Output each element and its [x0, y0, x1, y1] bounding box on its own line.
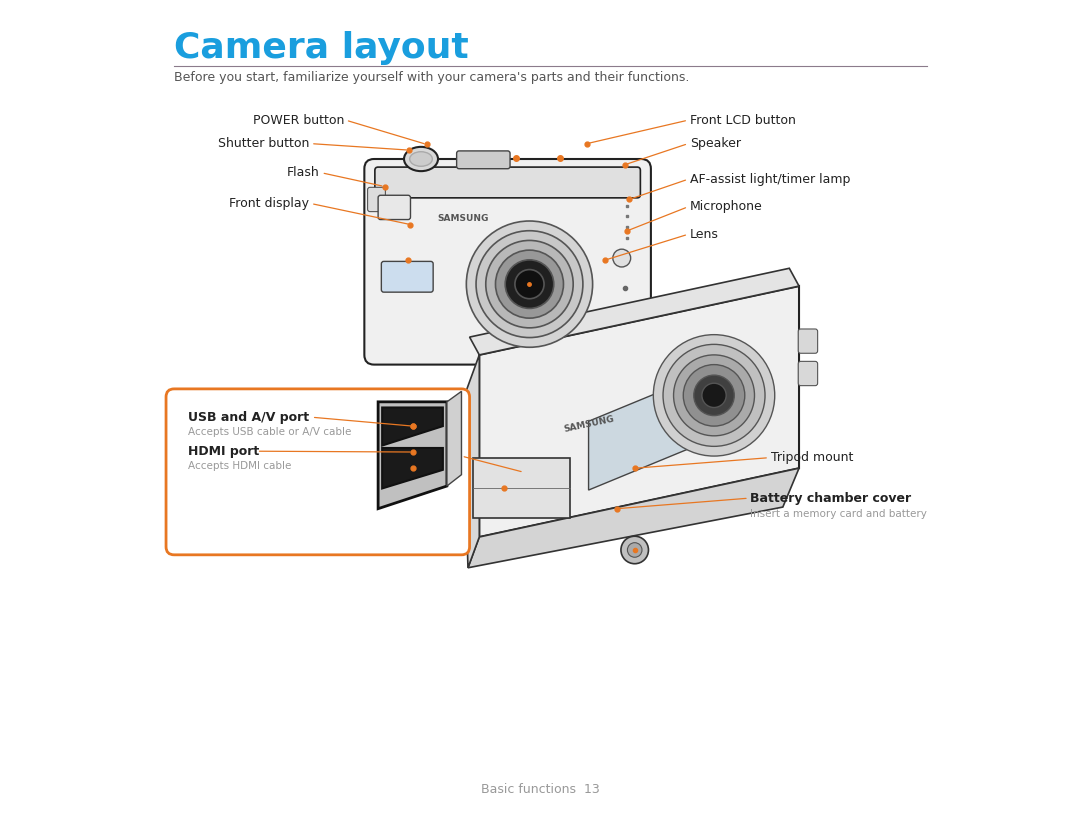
Circle shape	[505, 260, 554, 308]
Polygon shape	[463, 355, 480, 568]
Text: USB and A/V port: USB and A/V port	[188, 411, 309, 424]
Polygon shape	[447, 391, 461, 486]
Circle shape	[621, 536, 648, 564]
FancyBboxPatch shape	[798, 329, 818, 353]
Polygon shape	[378, 402, 447, 509]
Circle shape	[476, 231, 583, 337]
Text: Front LCD button: Front LCD button	[690, 113, 796, 126]
Text: Tripod mount: Tripod mount	[771, 452, 853, 465]
Polygon shape	[382, 448, 443, 488]
Polygon shape	[382, 408, 443, 446]
Circle shape	[496, 250, 564, 318]
Polygon shape	[480, 286, 799, 537]
Circle shape	[627, 543, 642, 557]
Circle shape	[693, 375, 734, 416]
Text: Shutter button: Shutter button	[218, 137, 309, 150]
Polygon shape	[473, 458, 570, 518]
Text: Battery chamber cover: Battery chamber cover	[751, 491, 912, 504]
Text: Speaker: Speaker	[690, 137, 741, 150]
Text: AF-assist light/timer lamp: AF-assist light/timer lamp	[690, 173, 850, 186]
Polygon shape	[470, 268, 799, 355]
FancyBboxPatch shape	[378, 196, 410, 219]
Text: Front display: Front display	[229, 197, 309, 210]
Circle shape	[674, 355, 755, 436]
Circle shape	[486, 240, 573, 328]
Text: Before you start, familiarize yourself with your camera's parts and their functi: Before you start, familiarize yourself w…	[174, 71, 689, 84]
FancyBboxPatch shape	[381, 262, 433, 292]
Text: SAMSUNG: SAMSUNG	[437, 214, 489, 222]
Text: HDMI port: HDMI port	[188, 445, 259, 458]
FancyBboxPatch shape	[364, 159, 651, 364]
Text: Basic functions  13: Basic functions 13	[481, 783, 599, 796]
Text: Accepts USB cable or A/V cable: Accepts USB cable or A/V cable	[188, 427, 351, 437]
FancyBboxPatch shape	[798, 361, 818, 385]
Polygon shape	[468, 468, 799, 568]
Circle shape	[702, 383, 726, 408]
FancyBboxPatch shape	[457, 151, 510, 169]
Circle shape	[446, 482, 459, 495]
FancyBboxPatch shape	[166, 389, 470, 555]
FancyBboxPatch shape	[375, 167, 640, 198]
Polygon shape	[589, 366, 723, 490]
Text: Accepts HDMI cable: Accepts HDMI cable	[188, 460, 292, 471]
Circle shape	[467, 221, 593, 347]
Circle shape	[441, 476, 464, 500]
Text: SAMSUNG: SAMSUNG	[563, 414, 615, 434]
FancyBboxPatch shape	[367, 187, 386, 212]
Circle shape	[612, 249, 631, 267]
Text: Lens: Lens	[690, 227, 718, 240]
Text: Camera layout: Camera layout	[174, 31, 469, 65]
Text: Microphone: Microphone	[690, 200, 762, 214]
Circle shape	[663, 345, 765, 447]
Circle shape	[684, 364, 745, 426]
Text: Insert a memory card and battery: Insert a memory card and battery	[751, 509, 928, 519]
Text: Flash: Flash	[287, 166, 320, 179]
Circle shape	[653, 335, 774, 456]
Circle shape	[515, 270, 544, 299]
Ellipse shape	[409, 152, 432, 166]
Ellipse shape	[404, 147, 438, 171]
Text: POWER button: POWER button	[253, 113, 345, 126]
